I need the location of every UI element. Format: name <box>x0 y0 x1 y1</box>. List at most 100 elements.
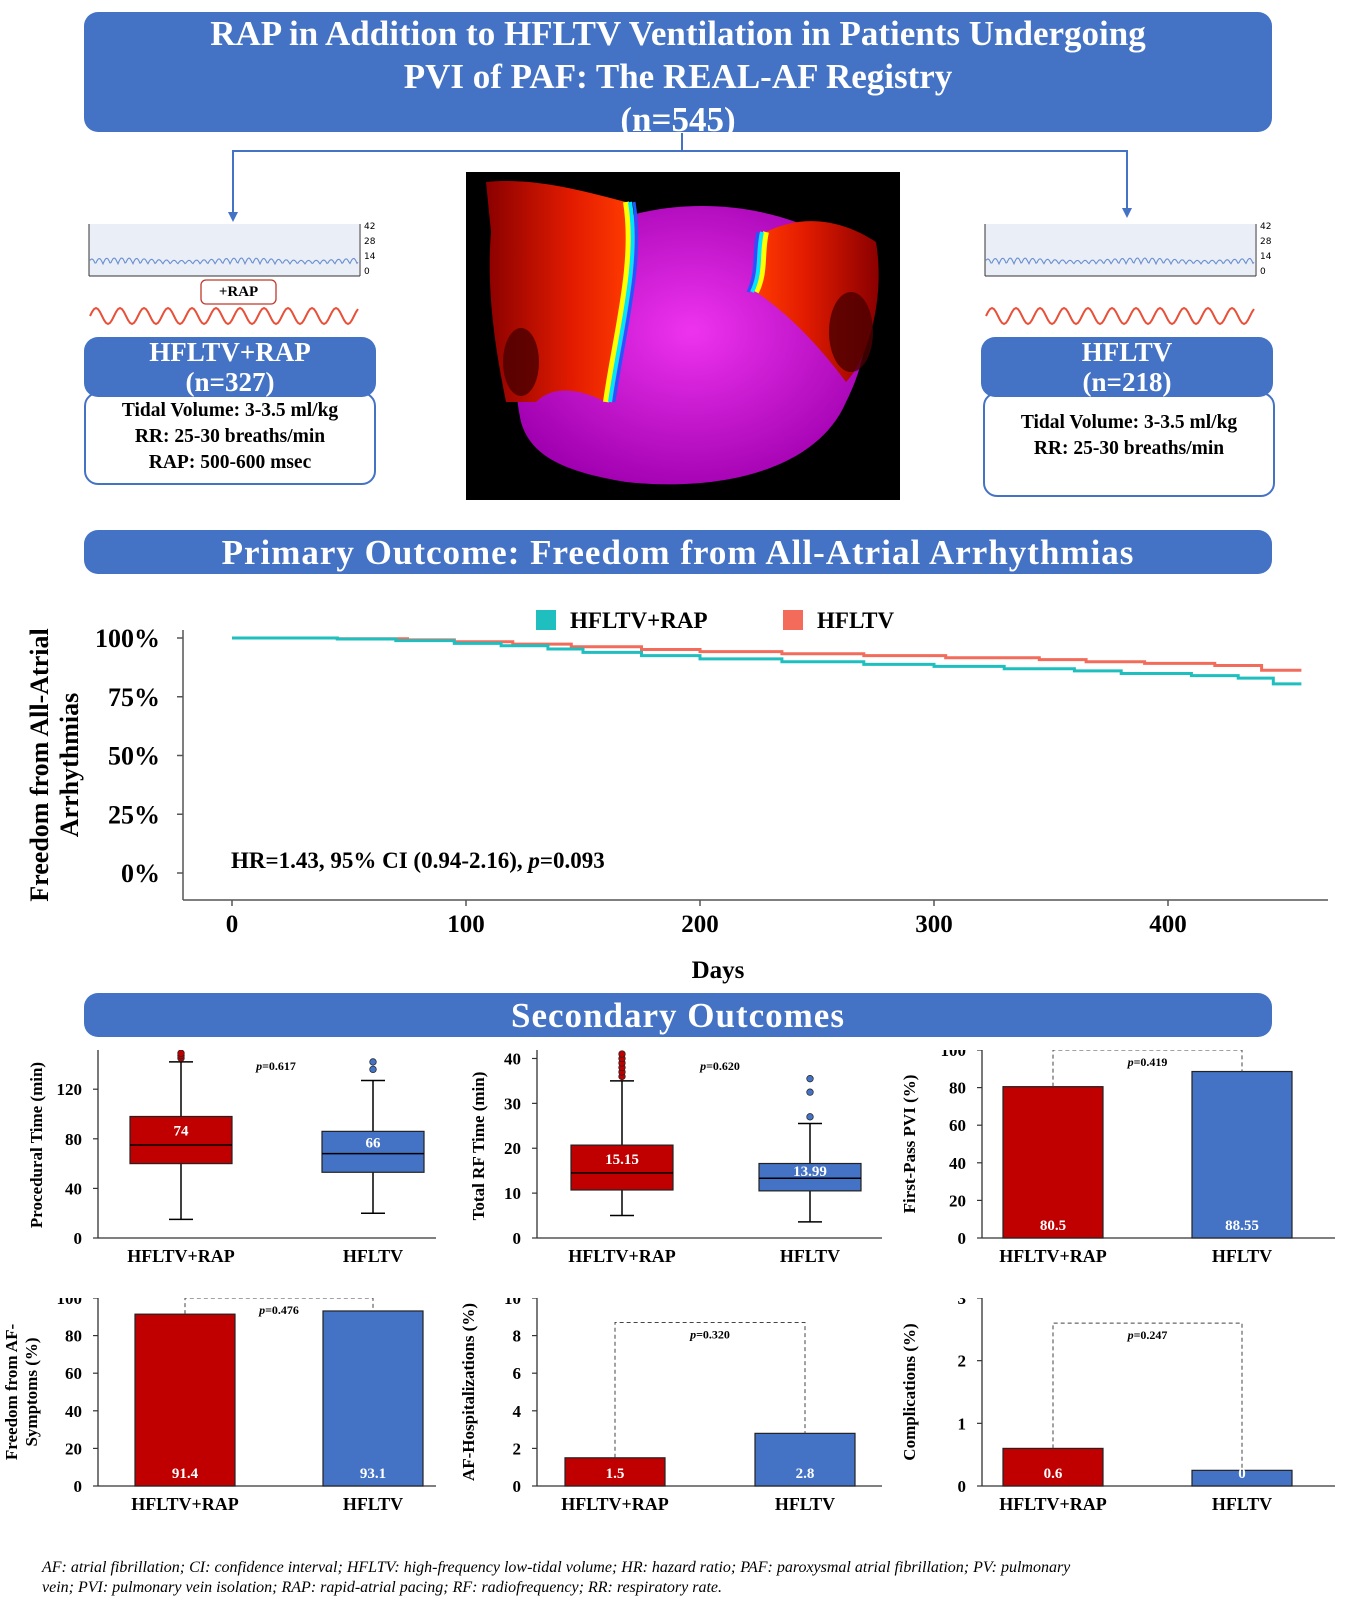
ytick-label: 20 <box>949 1191 966 1210</box>
y-axis-label: Procedural Time (min) <box>27 1062 46 1228</box>
right-arm-n: (n=218) <box>1082 367 1172 397</box>
ytick-label: 20 <box>504 1139 521 1158</box>
bar <box>1002 1086 1104 1239</box>
p-value-label: p=0.320 <box>689 1327 730 1341</box>
ytick-label: 0 <box>513 1229 522 1248</box>
category-label: HFLTV <box>343 1246 403 1266</box>
km-chart: HFLTV+RAP HFLTV 0% 25% 50% 75% 100% 0 100 200 3… <box>25 608 1328 984</box>
bar <box>134 1313 236 1487</box>
category-label: HFLTV <box>780 1246 840 1266</box>
y-axis-label: Complications (%) <box>900 1323 919 1460</box>
km-y-label-2: Arrhythmias <box>55 693 84 837</box>
category-label: HFLTV <box>775 1494 835 1514</box>
legend-swatch-hfltv <box>783 610 803 630</box>
bar-value-label: 0.6 <box>1044 1466 1063 1482</box>
ytick-label: 0 <box>74 1229 83 1248</box>
km-xtick-label: 100 <box>447 911 485 938</box>
legend-label-rap: HFLTV+RAP <box>570 608 708 633</box>
category-label: HFLTV <box>1212 1246 1272 1266</box>
box <box>570 1144 674 1191</box>
footnote-line-2: vein; PVI: pulmonary vein isolation; RAP… <box>42 1579 722 1596</box>
category-label: HFLTV <box>1212 1494 1272 1514</box>
km-legend: HFLTV+RAP HFLTV <box>536 608 895 633</box>
y-axis-label: Total RF Time (min) <box>469 1072 488 1221</box>
right-ventilation-wave <box>985 257 1255 266</box>
km-curve-hfltv <box>232 636 1302 672</box>
abbreviations-footnote: AF: atrial fibrillation; CI: confidence … <box>42 1558 1332 1598</box>
bar <box>322 1310 424 1487</box>
ytick-label: 2 <box>513 1439 522 1458</box>
ytick-label: 40 <box>949 1154 966 1173</box>
left-pacing-wave <box>89 306 359 326</box>
ytick-label: 1 <box>958 1414 967 1433</box>
right-arm-name: HFLTV <box>1081 337 1173 367</box>
left-monitor-ticks: 42 28 14 0 <box>364 222 376 277</box>
ytick-label: 10 <box>504 1298 521 1308</box>
p-value-label: p=0.617 <box>255 1059 296 1073</box>
bar-value-label: 88.55 <box>1225 1218 1259 1234</box>
km-ytick-label: 75% <box>108 683 160 712</box>
outlier-point <box>806 1075 814 1083</box>
bar-value-label: 80.5 <box>1040 1218 1066 1234</box>
category-label: HFLTV+RAP <box>561 1494 669 1514</box>
ytick-label: 30 <box>504 1094 521 1113</box>
significance-bracket <box>184 1298 374 1315</box>
p-value-label: p=0.620 <box>699 1059 740 1073</box>
ytick-label: 80 <box>949 1079 966 1098</box>
mean-label: 15.15 <box>605 1152 639 1168</box>
box <box>758 1162 862 1192</box>
bar-value-label: 91.4 <box>172 1466 199 1482</box>
ytick-label: 100 <box>941 1050 967 1060</box>
y-axis-label: AF-Hospitalizations (%) <box>459 1303 478 1481</box>
right-rr: RR: 25-30 breaths/min <box>1033 438 1225 459</box>
bar-value-label: 1.5 <box>606 1466 625 1482</box>
left-atrium-voltage-map <box>466 172 900 500</box>
legend-swatch-rap <box>536 610 556 630</box>
box <box>129 1115 233 1165</box>
left-arm-n: (n=327) <box>185 367 275 397</box>
ytick-label: 60 <box>65 1364 82 1383</box>
legend-label-hfltv: HFLTV <box>817 608 895 633</box>
right-monitor-ticks: 42 28 14 0 <box>1260 222 1272 277</box>
ytick-label: 40 <box>65 1179 82 1198</box>
category-label: HFLTV+RAP <box>999 1494 1107 1514</box>
bar <box>564 1457 666 1487</box>
ytick-label: 120 <box>57 1080 83 1099</box>
bar <box>1191 1469 1293 1487</box>
ytick-label: 80 <box>65 1130 82 1149</box>
km-hr-annotation: HR=1.43, 95% CI (0.94-2.16), p=0.093 <box>231 848 605 873</box>
ytick-label: 0 <box>74 1477 83 1496</box>
left-tidal-volume: Tidal Volume: 3-3.5 ml/kg <box>121 400 339 421</box>
km-x-label: Days <box>692 957 745 984</box>
right-pacing-wave <box>985 306 1255 326</box>
y-axis-label: First-Pass PVI (%) <box>900 1075 919 1214</box>
p-value-label: p=0.419 <box>1127 1055 1168 1069</box>
bar <box>1191 1070 1293 1239</box>
ytick-label: 2 <box>958 1352 967 1371</box>
left-rap-rate: RAP: 500-600 msec <box>148 452 312 473</box>
ytick-label: 10 <box>504 1184 521 1203</box>
secondary-outcomes-header: Secondary Outcomes <box>84 993 1272 1037</box>
km-ytick-label: 50% <box>108 742 160 771</box>
ytick-label: 0 <box>958 1229 967 1248</box>
ytick-label: 80 <box>65 1327 82 1346</box>
outlier-point <box>806 1088 814 1096</box>
outlier-point <box>369 1058 377 1066</box>
bar-value-label: 93.1 <box>360 1466 386 1482</box>
right-tidal-volume: Tidal Volume: 3-3.5 ml/kg <box>1020 412 1238 433</box>
ytick-label: 100 <box>57 1298 83 1308</box>
outlier-point <box>369 1065 377 1074</box>
ytick-label: 40 <box>65 1402 82 1421</box>
right-arm-header: HFLTV (n=218) <box>981 337 1273 397</box>
y-axis-label-2: Symptoms (%) <box>22 1337 41 1446</box>
km-ytick-label: 0% <box>121 859 160 888</box>
registry-title: RAP in Addition to HFLTV Ventilation in … <box>84 12 1272 139</box>
right-arm-graphics <box>984 224 1257 326</box>
km-curve-hfltv-rap <box>232 636 1302 686</box>
rap-badge: +RAP <box>218 284 259 300</box>
split-arrows <box>228 133 1132 222</box>
title-line-1: RAP in Addition to HFLTV Ventilation in … <box>210 14 1146 53</box>
left-arm-settings: Tidal Volume: 3-3.5 ml/kg RR: 25-30 brea… <box>84 392 376 485</box>
ytick-label: 20 <box>65 1439 82 1458</box>
mean-label: 66 <box>366 1136 382 1152</box>
